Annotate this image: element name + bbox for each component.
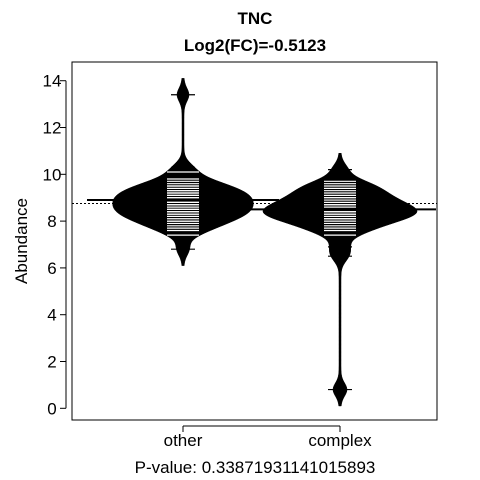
- p-value-caption: P-value: 0.33871931141015893: [135, 458, 376, 477]
- x-axis: other complex: [164, 425, 372, 450]
- plot-frame: [71, 61, 438, 421]
- y-tick-label: 12: [43, 119, 62, 138]
- y-axis-label: Abundance: [12, 198, 31, 284]
- x-tick-label: complex: [308, 431, 372, 450]
- y-tick-label: 0: [47, 399, 56, 418]
- y-tick-label: 8: [47, 212, 56, 231]
- bean-complex: [262, 153, 418, 407]
- y-tick-label: 4: [47, 306, 56, 325]
- y-tick-label: 6: [47, 259, 56, 278]
- chart-subtitle: Log2(FC)=-0.5123: [184, 36, 326, 55]
- y-tick-label: 10: [43, 165, 62, 184]
- plot-area: [72, 78, 437, 407]
- y-tick-label: 2: [47, 353, 56, 372]
- y-tick-label: 14: [43, 72, 62, 91]
- x-tick-label: other: [164, 431, 203, 450]
- y-axis: 0 2 4 6 8 10 12 14: [43, 72, 67, 418]
- chart-title: TNC: [238, 9, 273, 28]
